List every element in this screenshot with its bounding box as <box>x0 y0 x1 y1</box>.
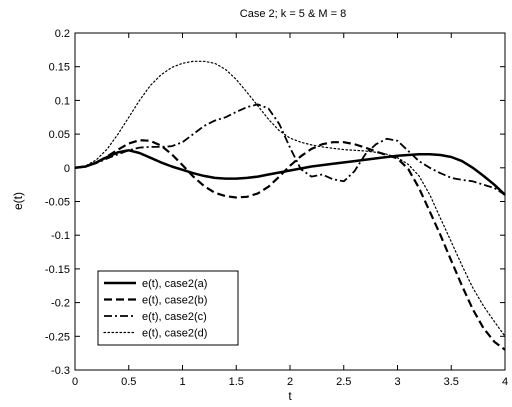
series-line-a <box>74 149 506 196</box>
x-tick-label: 3 <box>394 376 400 388</box>
x-tick-label: 1 <box>179 376 185 388</box>
x-tick-label: 2 <box>287 376 293 388</box>
x-tick-label: 3.5 <box>444 376 459 388</box>
x-tick-label: 0 <box>72 376 78 388</box>
y-tick-label: 0.1 <box>55 95 70 107</box>
y-tick-label: -0.3 <box>51 365 70 377</box>
y-tick-label: 0 <box>64 163 70 175</box>
x-tick-label: 0.5 <box>121 376 136 388</box>
y-tick-label: 0.2 <box>55 28 70 40</box>
y-axis-label: e(t) <box>11 192 25 210</box>
y-tick-label: -0.05 <box>45 197 70 209</box>
x-tick-label: 4 <box>502 376 508 388</box>
x-tick-label: 2.5 <box>336 376 351 388</box>
legend: e(t), case2(a) e(t), case2(b) e(t), case2(… <box>97 270 239 346</box>
series-line-d <box>74 60 506 337</box>
legend-label: e(t), case2(d) <box>142 328 207 340</box>
y-tick-label: 0.05 <box>49 129 70 141</box>
axis-ticks: 0 0.5 1 1.5 2 2.5 3 3.5 4 -0.3 -0.25 -0.2 -0.15 -0.1 -… <box>45 28 508 388</box>
legend-label: e(t), case2(b) <box>142 295 207 307</box>
y-tick-label: -0.1 <box>51 230 70 242</box>
y-tick-label: -0.15 <box>45 264 70 276</box>
legend-label: e(t), case2(a) <box>142 278 207 290</box>
x-axis-label: t <box>288 389 292 403</box>
y-tick-label: 0.15 <box>49 62 70 74</box>
series-line-b <box>74 139 506 351</box>
series-lines <box>74 60 506 351</box>
x-tick-label: 1.5 <box>229 376 244 388</box>
y-tick-label: -0.25 <box>45 331 70 343</box>
chart-title: Case 2; k = 5 & M = 8 <box>240 8 346 20</box>
y-tick-label: -0.2 <box>51 298 70 310</box>
plot-frame <box>74 32 506 371</box>
series-line-c <box>74 103 506 196</box>
legend-label: e(t), case2(c) <box>142 311 207 323</box>
